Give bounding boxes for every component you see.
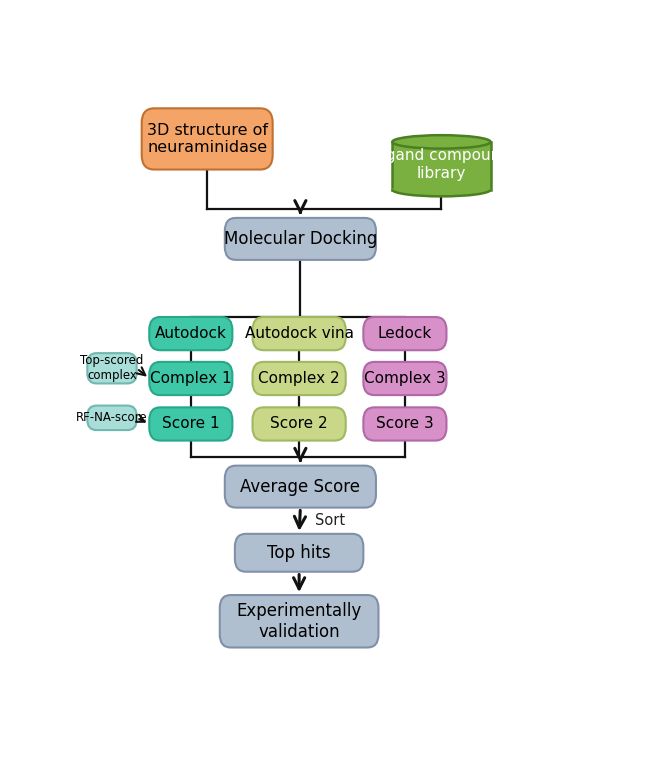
FancyBboxPatch shape: [363, 362, 447, 395]
Text: 3D structure of
neuraminidase: 3D structure of neuraminidase: [147, 123, 268, 155]
FancyBboxPatch shape: [225, 218, 376, 260]
Text: Complex 3: Complex 3: [364, 371, 446, 386]
FancyBboxPatch shape: [363, 407, 447, 441]
FancyBboxPatch shape: [235, 534, 363, 572]
Text: Average Score: Average Score: [240, 478, 360, 496]
FancyBboxPatch shape: [225, 466, 376, 508]
FancyBboxPatch shape: [363, 317, 447, 350]
FancyBboxPatch shape: [252, 407, 346, 441]
FancyBboxPatch shape: [252, 362, 346, 395]
Text: Score 3: Score 3: [376, 416, 434, 431]
FancyBboxPatch shape: [87, 353, 136, 384]
FancyBboxPatch shape: [150, 407, 233, 441]
Text: Complex 1: Complex 1: [150, 371, 231, 386]
Text: Score 2: Score 2: [270, 416, 328, 431]
FancyBboxPatch shape: [150, 317, 233, 350]
Text: Ligand compound
library: Ligand compound library: [373, 148, 510, 181]
Text: Autodock: Autodock: [155, 326, 227, 341]
Text: RF-NA-score: RF-NA-score: [76, 411, 148, 425]
FancyBboxPatch shape: [220, 595, 378, 647]
Text: Experimentally
validation: Experimentally validation: [237, 602, 362, 640]
Text: Sort: Sort: [315, 513, 346, 528]
Text: Top-scored
complex: Top-scored complex: [81, 354, 144, 382]
Bar: [393, 142, 491, 190]
Text: Molecular Docking: Molecular Docking: [224, 230, 377, 248]
FancyBboxPatch shape: [150, 362, 233, 395]
FancyBboxPatch shape: [87, 406, 136, 430]
Text: Complex 2: Complex 2: [258, 371, 340, 386]
Text: Autodock vina: Autodock vina: [244, 326, 354, 341]
Text: Ledock: Ledock: [378, 326, 432, 341]
Ellipse shape: [393, 183, 491, 196]
FancyBboxPatch shape: [252, 317, 346, 350]
Ellipse shape: [393, 136, 491, 148]
Text: Top hits: Top hits: [267, 544, 331, 562]
FancyBboxPatch shape: [142, 108, 273, 170]
Text: Score 1: Score 1: [162, 416, 220, 431]
